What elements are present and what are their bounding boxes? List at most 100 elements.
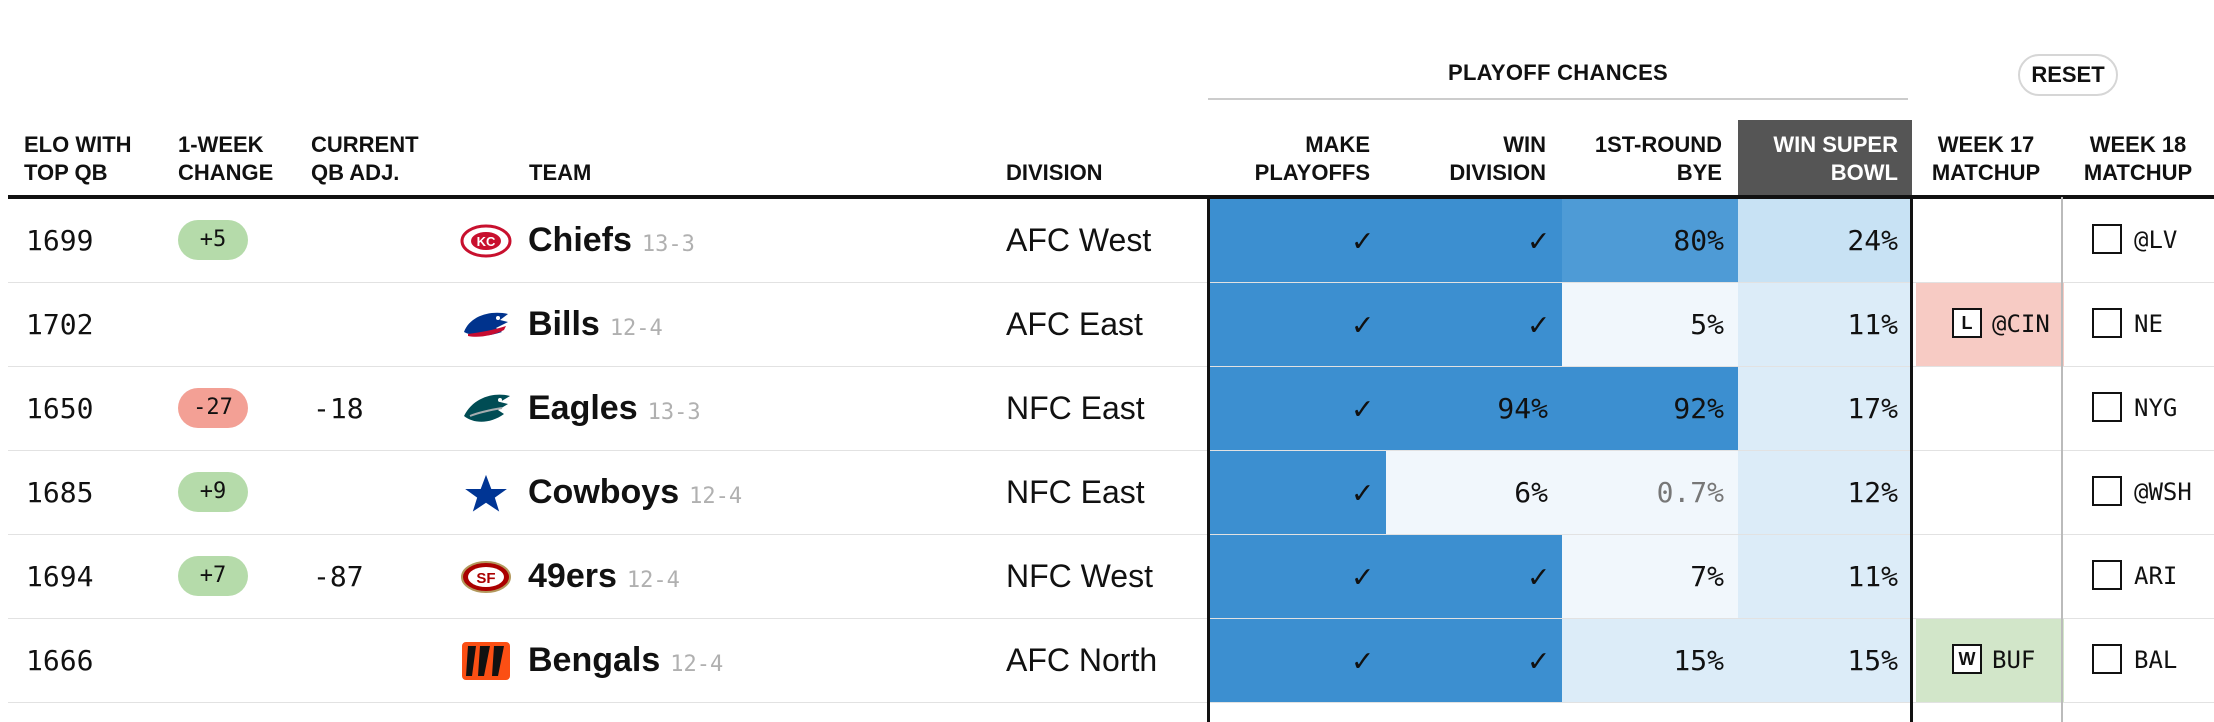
playoff-chances-rule: [1208, 98, 1908, 100]
team-name[interactable]: 49ers 12-4: [528, 535, 680, 622]
change-badge: -27: [178, 388, 248, 428]
week18-matchup: BAL: [2092, 619, 2212, 702]
week18-matchup: NE: [2092, 283, 2212, 366]
team-name[interactable]: Chiefs 13-3: [528, 199, 695, 286]
team-record: 13-3: [647, 400, 701, 425]
week17-result-box[interactable]: L: [1952, 308, 1982, 338]
bye-cell: 92%: [1562, 367, 1738, 450]
playoff-block-right-border: [1910, 197, 1913, 722]
svg-text:KC: KC: [477, 234, 496, 249]
col-header-super-bowl[interactable]: WIN SUPER BOWL: [1738, 131, 1898, 187]
col-header-team[interactable]: TEAM: [529, 160, 592, 185]
division-name: NFC West: [1006, 558, 1153, 594]
week18-checkbox[interactable]: [2092, 308, 2122, 338]
col-header-week18[interactable]: WEEK 18 MATCHUP: [2064, 131, 2212, 187]
week17-matchup: [1916, 535, 2064, 618]
col-header-make-playoffs[interactable]: MAKE PLAYOFFS: [1210, 131, 1370, 187]
col-header-week17[interactable]: WEEK 17 MATCHUP: [1912, 131, 2060, 187]
elo-value: 1685: [26, 476, 94, 509]
col-header-change[interactable]: 1-WEEK CHANGE: [178, 131, 273, 187]
reset-button[interactable]: RESET: [2018, 54, 2118, 96]
division-name: AFC West: [1006, 222, 1152, 258]
team-name[interactable]: Bengals 12-4: [528, 619, 723, 706]
week17-matchup: [1916, 367, 2064, 450]
week18-opponent: @LV: [2134, 226, 2178, 254]
week18-checkbox[interactable]: [2092, 644, 2122, 674]
table-row-bills[interactable]: 1702 Bills 12-4 AFC East ✓ ✓ 5% 11% L @CI…: [8, 283, 2214, 367]
week17-matchup: [1916, 199, 2064, 282]
col-header-w17-line2: MATCHUP: [1931, 160, 2041, 185]
bye-cell: 5%: [1562, 283, 1738, 366]
bye-cell: 80%: [1562, 199, 1738, 282]
week17-matchup: L @CIN: [1916, 283, 2064, 366]
chiefs-logo-icon: KC: [460, 218, 512, 264]
eagles-logo-icon: [460, 386, 512, 432]
cowboys-logo-icon: [458, 469, 514, 517]
table-row-chiefs[interactable]: 1699 +5 KC Chiefs 13-3 AFC West ✓ ✓ 80% 2…: [8, 199, 2214, 283]
col-header-bye[interactable]: 1ST-ROUND BYE: [1562, 131, 1722, 187]
week18-opponent: BAL: [2134, 646, 2178, 674]
week18-column-border: [2061, 197, 2063, 722]
col-header-win-division[interactable]: WIN DIVISION: [1386, 131, 1546, 187]
team-name[interactable]: Bills 12-4: [528, 283, 663, 370]
win-division-cell: ✓: [1386, 535, 1562, 618]
col-header-make-line2: PLAYOFFS: [1254, 160, 1370, 185]
elo-value: 1650: [26, 392, 94, 425]
division-name: NFC East: [1006, 474, 1145, 510]
col-header-qb-adj[interactable]: CURRENT QB ADJ.: [311, 131, 419, 187]
week18-matchup: ARI: [2092, 535, 2212, 618]
week17-opponent: BUF: [1992, 646, 2036, 674]
week17-result-box[interactable]: W: [1952, 644, 1982, 674]
make-playoffs-cell: ✓: [1210, 283, 1386, 366]
week18-opponent: ARI: [2134, 562, 2178, 590]
col-header-sb-line2: BOWL: [1830, 160, 1898, 185]
division-name: NFC East: [1006, 390, 1145, 426]
team-record: 12-4: [689, 484, 743, 509]
change-badge: +7: [178, 556, 248, 596]
col-header-make-line1: MAKE: [1305, 132, 1370, 157]
week18-matchup: @WSH: [2092, 451, 2212, 534]
division-name: AFC North: [1006, 642, 1158, 678]
super-bowl-cell: 17%: [1738, 367, 1912, 450]
make-playoffs-cell: ✓: [1210, 619, 1386, 702]
col-header-division[interactable]: DIVISION: [1006, 160, 1103, 185]
week18-opponent: @WSH: [2134, 478, 2192, 506]
bills-logo-icon: [460, 302, 512, 348]
week18-matchup: NYG: [2092, 367, 2212, 450]
week18-checkbox[interactable]: [2092, 224, 2122, 254]
table-row-49ers[interactable]: 1694 +7 -87 SF 49ers 12-4 NFC West ✓ ✓ 7%…: [8, 535, 2214, 619]
win-division-cell: 94%: [1386, 367, 1562, 450]
49ers-logo-icon: SF: [460, 554, 512, 600]
make-playoffs-cell: ✓: [1210, 367, 1386, 450]
win-division-cell: ✓: [1386, 619, 1562, 702]
week17-matchup: W BUF: [1916, 619, 2064, 702]
table-row-eagles[interactable]: 1650 -27 -18 Eagles 13-3 NFC East ✓ 94% 9…: [8, 367, 2214, 451]
division-name: AFC East: [1006, 306, 1143, 342]
super-bowl-cell: 15%: [1738, 619, 1912, 702]
col-header-elo[interactable]: ELO WITH TOP QB: [24, 131, 132, 187]
table-row-bengals[interactable]: 1666 Bengals 12-4 AFC North ✓ ✓ 15% 15% W…: [8, 619, 2214, 703]
team-name-text: Cowboys: [528, 473, 680, 511]
col-header-bye-line1: 1ST-ROUND: [1594, 132, 1722, 157]
col-header-w18-line2: MATCHUP: [2083, 160, 2193, 185]
week18-checkbox[interactable]: [2092, 392, 2122, 422]
win-division-cell: ✓: [1386, 199, 1562, 282]
team-name[interactable]: Eagles 13-3: [528, 367, 701, 454]
table-row-cowboys[interactable]: 1685 +9 Cowboys 12-4 NFC East ✓ 6% 0.7% 1…: [8, 451, 2214, 535]
super-bowl-cell: 12%: [1738, 451, 1912, 534]
super-bowl-cell: 11%: [1738, 283, 1912, 366]
week18-checkbox[interactable]: [2092, 476, 2122, 506]
week18-checkbox[interactable]: [2092, 560, 2122, 590]
team-name[interactable]: Cowboys 12-4: [528, 451, 742, 538]
make-playoffs-cell: ✓: [1210, 451, 1386, 534]
col-header-elo-line1: ELO WITH: [24, 132, 132, 157]
col-header-qb-line1: CURRENT: [311, 132, 419, 157]
super-bowl-cell: 11%: [1738, 535, 1912, 618]
bye-cell: 7%: [1562, 535, 1738, 618]
week18-opponent: NE: [2134, 310, 2163, 338]
col-header-bye-line2: BYE: [1676, 160, 1722, 185]
col-header-sb-line1: WIN SUPER: [1773, 132, 1898, 157]
team-name-text: Chiefs: [528, 221, 632, 259]
win-division-cell: 6%: [1386, 451, 1562, 534]
col-header-windiv-line2: DIVISION: [1449, 160, 1546, 185]
